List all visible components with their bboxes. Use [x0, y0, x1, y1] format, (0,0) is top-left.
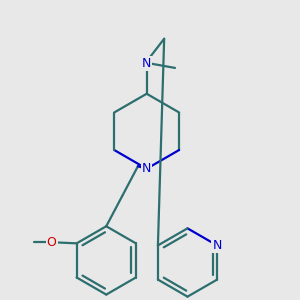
Text: N: N [212, 239, 222, 252]
Text: O: O [47, 236, 57, 249]
Text: N: N [142, 57, 152, 70]
Text: N: N [142, 162, 152, 175]
